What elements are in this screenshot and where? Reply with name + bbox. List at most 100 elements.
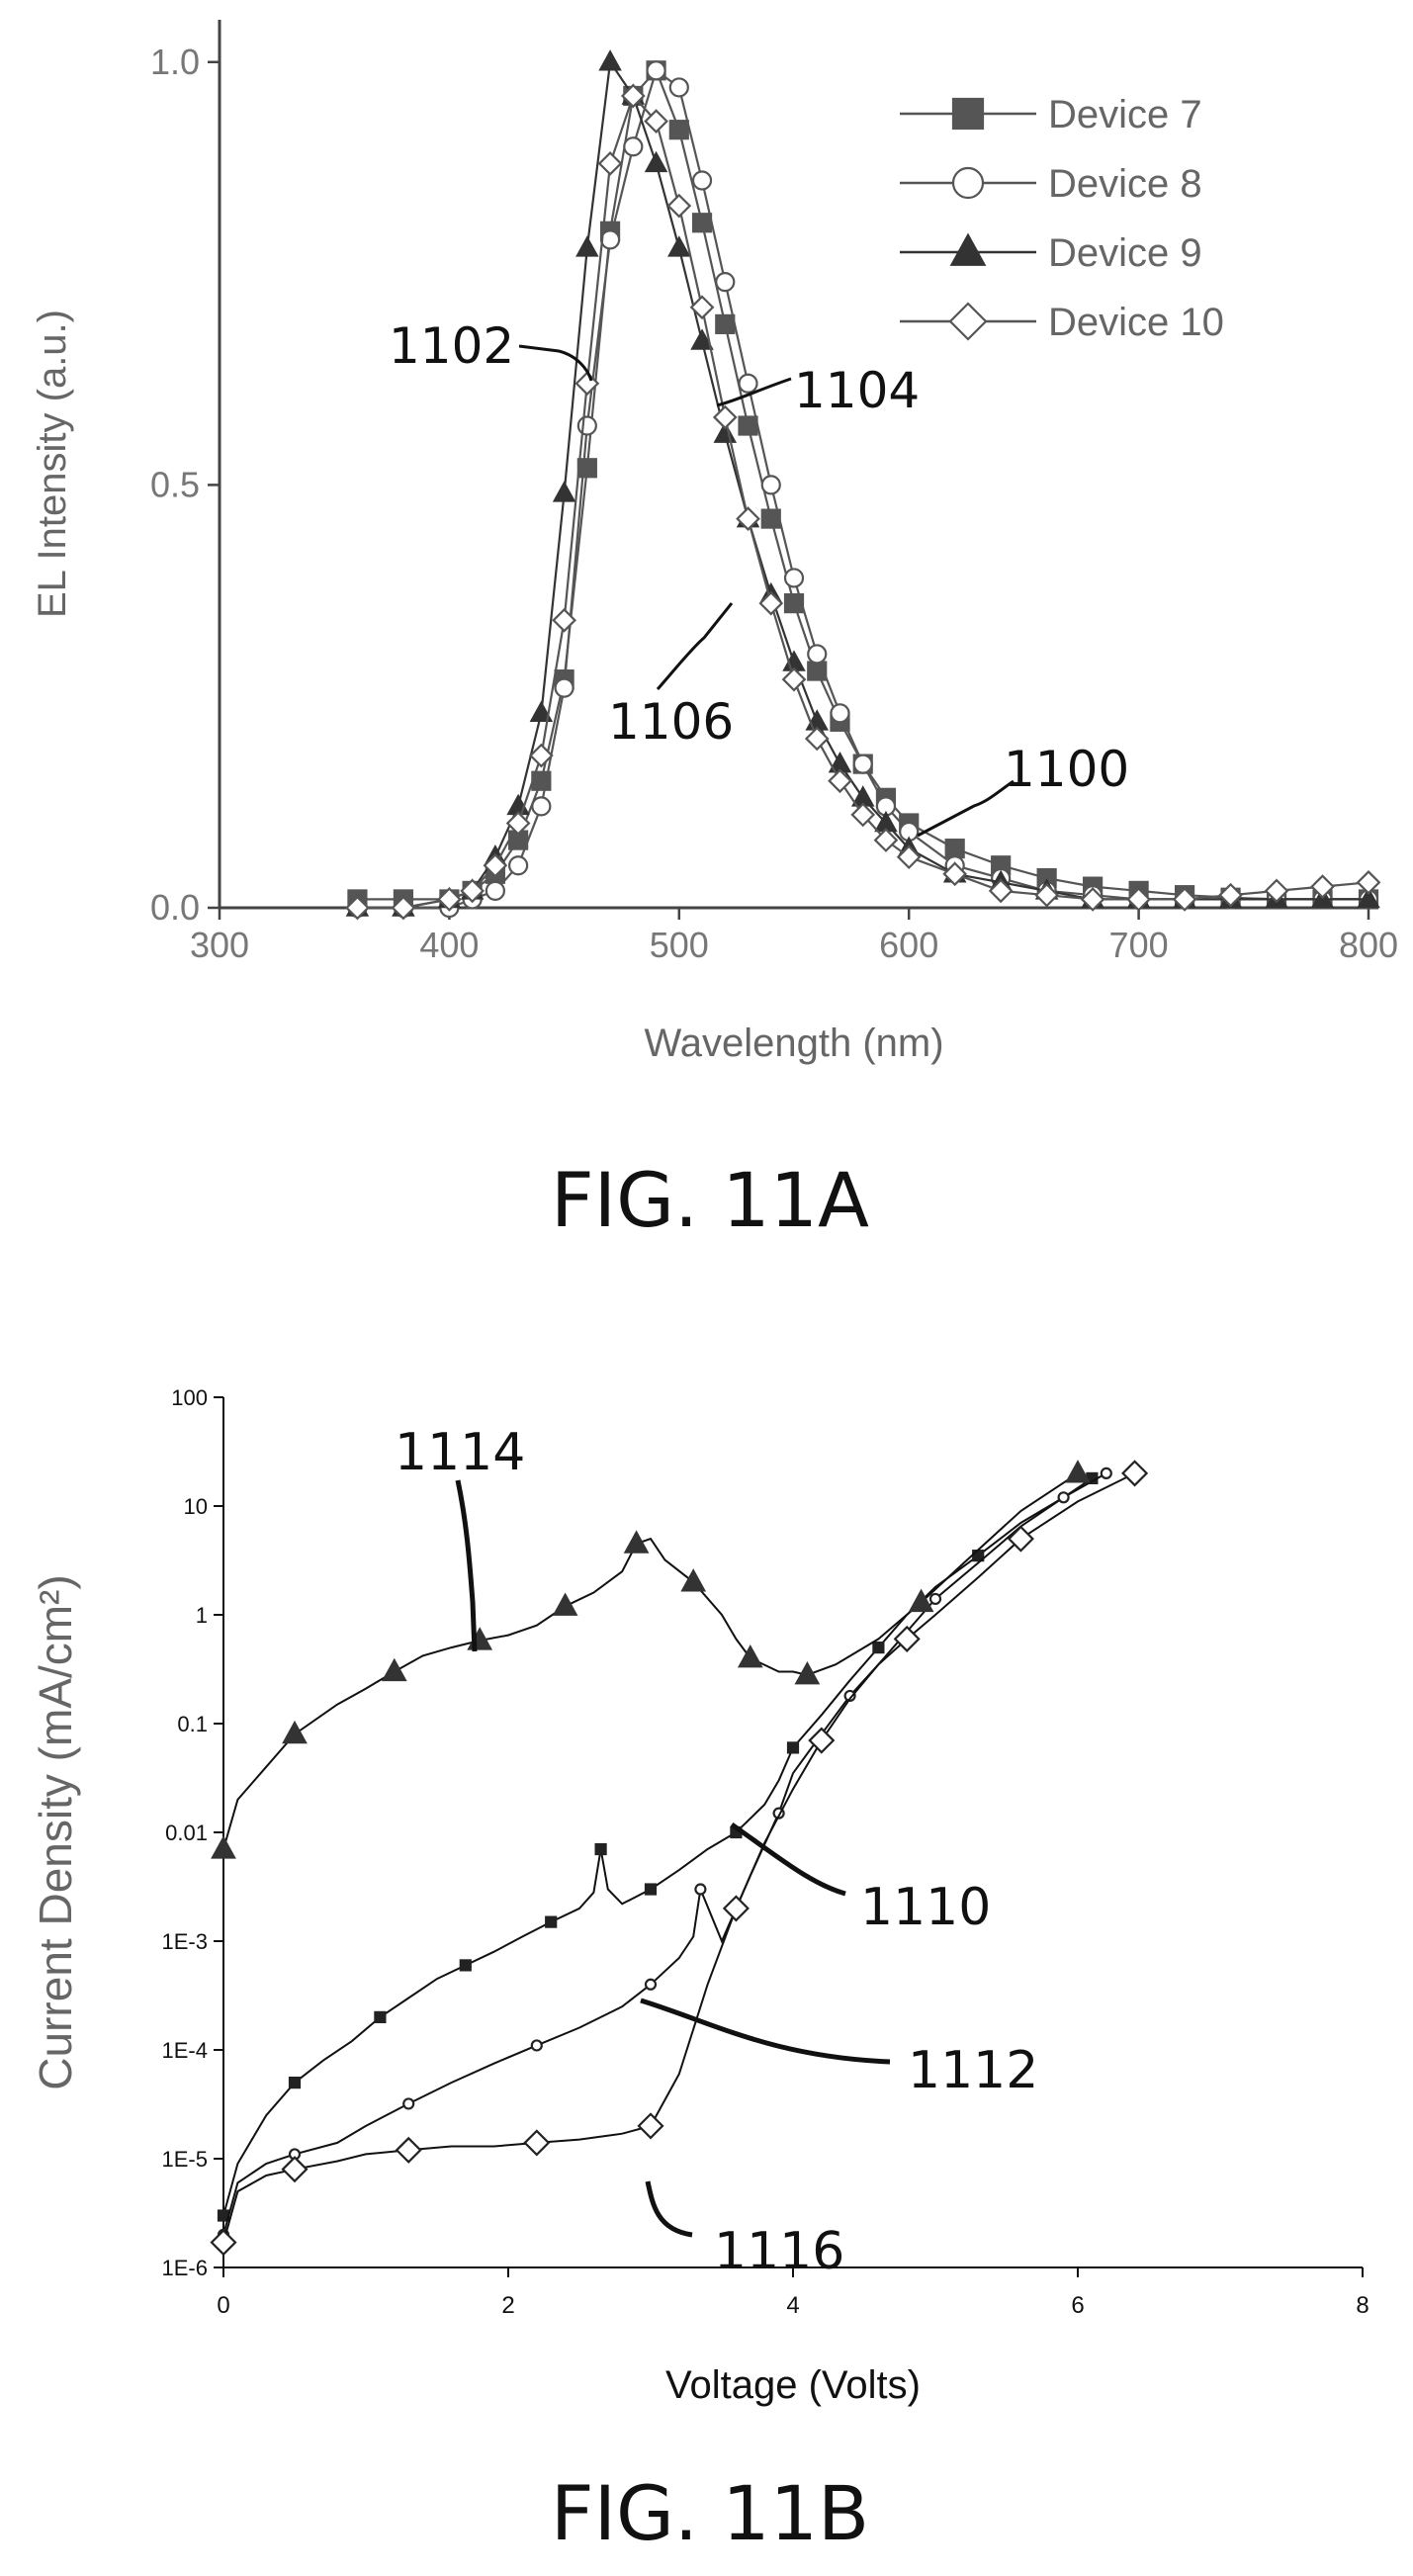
y-tick-label: 1E-6 (162, 2256, 208, 2280)
series-line (222, 1472, 1136, 2243)
series-line (357, 68, 1369, 901)
data-point (381, 1657, 407, 1682)
data-point (282, 1720, 308, 1744)
data-point (872, 1642, 885, 1654)
data-point (794, 1661, 821, 1685)
data-point (576, 415, 597, 436)
y-tick-label: 1E-3 (162, 1929, 208, 1954)
jv-series-3 (211, 1460, 1091, 1859)
data-point (666, 193, 692, 219)
data-point (1007, 1525, 1034, 1553)
series-device-10 (345, 83, 1381, 921)
data-point (1357, 886, 1380, 909)
data-point (1121, 1460, 1149, 1487)
jv-series-2 (217, 1466, 1112, 2241)
data-point (1218, 882, 1243, 908)
data-point (1172, 887, 1197, 912)
legend-label: Device 9 (1048, 231, 1202, 275)
data-point (597, 151, 623, 176)
data-point (529, 700, 554, 723)
data-point (760, 475, 781, 495)
data-point (437, 887, 462, 912)
jv-series-1 (217, 1471, 1099, 2222)
y-tick-label: 100 (171, 1385, 208, 1410)
data-point (758, 590, 784, 616)
data-point (873, 828, 899, 852)
data-point (644, 109, 668, 133)
y-axis-label: Current Density (mA/cm²) (30, 1574, 81, 2089)
data-point (391, 895, 416, 921)
data-point (738, 373, 758, 394)
annotation-label: 1104 (794, 362, 920, 419)
data-point (668, 120, 689, 140)
data-point (395, 2136, 422, 2164)
chart-11b: 0 2 4 6 8 1E-6 1E-5 1E-4 1E-3 0.01 0.1 1 10 100 Voltag… (30, 1385, 1369, 2407)
data-point (893, 1625, 921, 1652)
data-point (689, 295, 715, 320)
legend-marker (948, 302, 988, 341)
legend-marker (951, 97, 985, 131)
x-tick-label: 800 (1339, 925, 1398, 965)
data-point (1034, 882, 1059, 908)
series-device-7 (347, 60, 1379, 910)
x-tick-label: 600 (879, 925, 938, 965)
annotation-label: 1110 (860, 1878, 991, 1937)
data-point (531, 796, 552, 817)
y-tick-label: 0.0 (150, 887, 200, 928)
x-tick-label: 6 (1071, 2292, 1084, 2319)
data-point (944, 839, 965, 859)
data-point (942, 861, 968, 887)
data-point (598, 49, 622, 71)
annotation-leader (640, 1998, 891, 2065)
data-point (712, 404, 738, 430)
data-point (680, 1568, 707, 1592)
legend-label: Device 10 (1048, 301, 1224, 344)
data-point (668, 77, 689, 98)
data-point (374, 2010, 387, 2023)
data-point (594, 1842, 607, 1856)
data-point (804, 726, 830, 752)
data-point (807, 644, 828, 665)
y-tick-label: 1E-4 (162, 2038, 208, 2063)
data-point (736, 506, 760, 531)
figure-caption-11b: FIG. 11B (551, 2469, 869, 2557)
annotation-leader (645, 2180, 693, 2238)
legend-marker (949, 232, 987, 266)
data-point (508, 855, 529, 876)
annotation-leader (716, 377, 792, 407)
x-tick-label: 400 (419, 925, 479, 965)
annotation-label: 1102 (389, 317, 514, 375)
data-point (637, 2112, 664, 2140)
annotation-leader (730, 1821, 846, 1897)
annotation-label: 1106 (608, 693, 734, 751)
y-tick-label: 10 (184, 1494, 208, 1519)
data-point (690, 328, 714, 350)
legend-label: Device 8 (1048, 162, 1202, 206)
data-point (620, 83, 646, 109)
x-tick-label: 700 (1109, 925, 1169, 965)
data-point (1080, 887, 1105, 912)
data-point (694, 1883, 707, 1896)
data-point (646, 60, 666, 81)
series-line (222, 1477, 1093, 2216)
data-point (576, 458, 597, 479)
y-tick-label: 0.5 (150, 464, 200, 504)
data-point (896, 844, 922, 870)
y-axis-label: EL Intensity (a.u.) (31, 310, 74, 618)
y-tick-label: 1E-5 (162, 2147, 208, 2172)
data-point (908, 1588, 934, 1613)
x-axis-label: Wavelength (nm) (644, 1022, 943, 1065)
x-axis-label: Voltage (Volts) (665, 2363, 921, 2407)
y-tick-label: 1 (196, 1603, 208, 1628)
data-point (828, 768, 852, 794)
data-point (345, 895, 370, 921)
data-point (1126, 887, 1151, 912)
data-point (644, 1883, 658, 1896)
y-tick-label: 0.1 (177, 1712, 208, 1736)
annotation-label: 1116 (714, 2222, 844, 2281)
data-point (1065, 1460, 1091, 1483)
data-point (738, 415, 758, 436)
data-point (552, 607, 576, 633)
data-point (781, 666, 807, 692)
